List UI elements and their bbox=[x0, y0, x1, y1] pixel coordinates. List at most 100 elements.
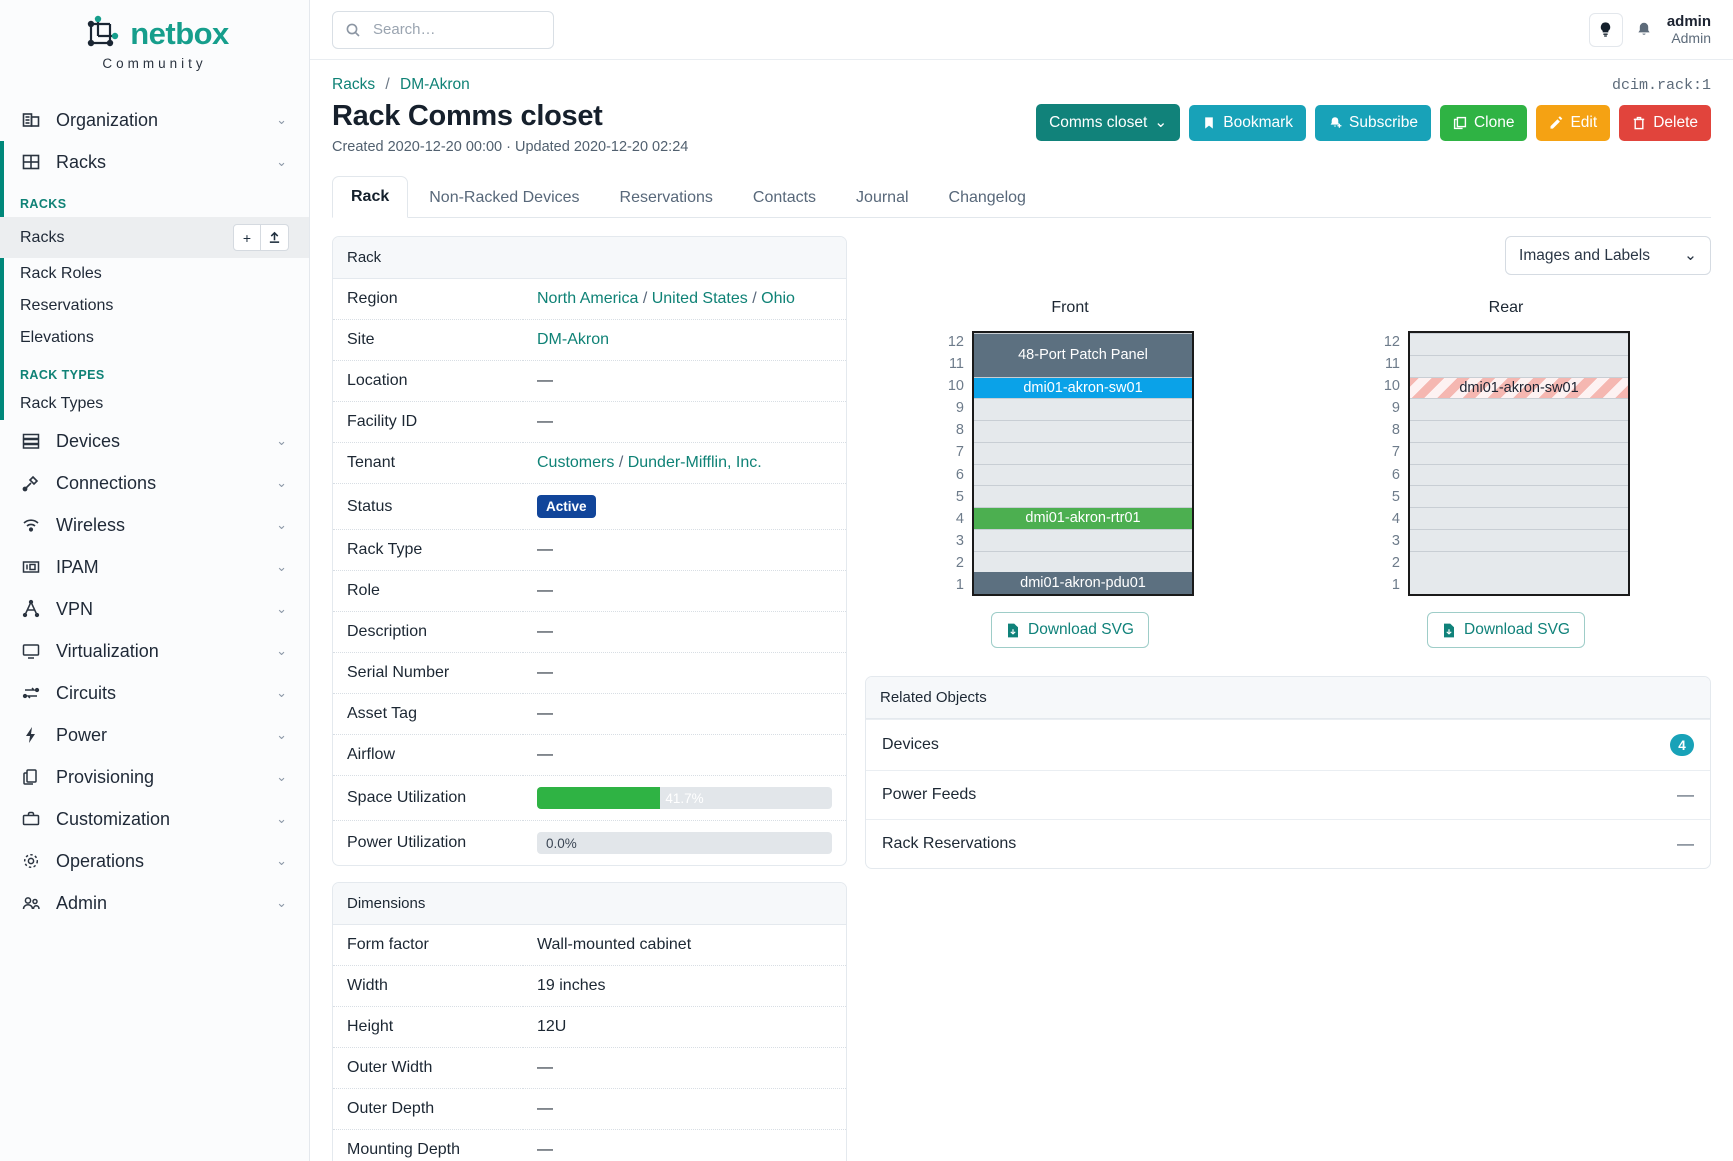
rack-unit-empty[interactable] bbox=[974, 420, 1192, 442]
breadcrumb-racks[interactable]: Racks bbox=[332, 76, 376, 93]
sidebar-group-wireless[interactable]: Wireless ⌄ bbox=[0, 504, 309, 546]
clone-label: Clone bbox=[1473, 113, 1515, 131]
bell-icon[interactable] bbox=[1635, 21, 1653, 39]
sidebar-group-label: Wireless bbox=[56, 514, 126, 535]
rack-unit-empty[interactable] bbox=[974, 528, 1192, 551]
sidebar-group-connections[interactable]: Connections ⌄ bbox=[0, 462, 309, 504]
region-link-us[interactable]: United States bbox=[651, 290, 748, 307]
table-row: Serial Number — bbox=[333, 652, 846, 694]
search-box[interactable] bbox=[332, 10, 554, 49]
context-dropdown-button[interactable]: Comms closet ⌄ bbox=[1036, 104, 1181, 141]
user-role: Admin bbox=[1671, 30, 1711, 47]
row-key: Asset Tag bbox=[333, 693, 523, 735]
sidebar-group-vpn[interactable]: VPN ⌄ bbox=[0, 588, 309, 630]
rack-unit-empty[interactable] bbox=[1410, 463, 1628, 486]
row-key: Tenant bbox=[333, 442, 523, 484]
rack-unit-empty[interactable] bbox=[1410, 572, 1628, 594]
sidebar-group-virtualization[interactable]: Virtualization ⌄ bbox=[0, 630, 309, 672]
tab-rack[interactable]: Rack bbox=[332, 176, 409, 218]
rack-unit-empty[interactable] bbox=[1410, 441, 1628, 464]
rack-unit-empty[interactable] bbox=[1410, 354, 1628, 377]
rack-unit-empty[interactable] bbox=[1410, 420, 1628, 442]
elevation-view-select[interactable]: Images and Labels ⌄ bbox=[1505, 236, 1711, 275]
brand-name: netbox bbox=[130, 16, 229, 51]
site-link[interactable]: DM-Akron bbox=[537, 331, 610, 348]
rack-unit-empty[interactable] bbox=[974, 441, 1192, 464]
table-row: Height 12U bbox=[333, 1006, 846, 1048]
bookmark-button[interactable]: Bookmark bbox=[1189, 104, 1307, 141]
sidebar-item-reservations[interactable]: Reservations bbox=[0, 290, 309, 322]
add-rack-button[interactable]: + bbox=[233, 224, 261, 251]
tenant-group-link[interactable]: Customers bbox=[537, 454, 615, 471]
row-key: Region bbox=[347, 290, 398, 307]
sidebar-group-racks[interactable]: Racks ⌄ bbox=[0, 141, 309, 183]
rack-device-48-Port Patch Panel[interactable]: 48-Port Patch Panel bbox=[974, 333, 1192, 377]
edit-button[interactable]: Edit bbox=[1536, 104, 1611, 141]
rack-unit-empty[interactable] bbox=[1410, 485, 1628, 508]
sidebar-item-racks[interactable]: Racks + bbox=[0, 217, 309, 258]
rack-unit-empty[interactable] bbox=[1410, 507, 1628, 529]
rack-unit-empty[interactable] bbox=[1410, 333, 1628, 355]
tab-changelog[interactable]: Changelog bbox=[948, 189, 1026, 206]
tab-reservations[interactable]: Reservations bbox=[619, 189, 713, 206]
import-rack-button[interactable] bbox=[261, 224, 289, 251]
sidebar-group-power[interactable]: Power ⌄ bbox=[0, 714, 309, 756]
dimensions-card-title: Dimensions bbox=[333, 883, 846, 925]
tab-contacts[interactable]: Contacts bbox=[752, 189, 817, 206]
row-value: 12U bbox=[523, 1006, 846, 1048]
rack-device-dmi01-akron-sw01[interactable]: dmi01-akron-sw01 bbox=[974, 376, 1192, 399]
row-key: Description bbox=[333, 611, 523, 653]
download-svg-rear-button[interactable]: Download SVG bbox=[1427, 612, 1585, 648]
sidebar-group-customization[interactable]: Customization ⌄ bbox=[0, 798, 309, 840]
rack-device-dmi01-akron-rtr01[interactable]: dmi01-akron-rtr01 bbox=[974, 507, 1192, 529]
sidebar-group-ipam[interactable]: IPAM ⌄ bbox=[0, 546, 309, 588]
region-link-ohio[interactable]: Ohio bbox=[761, 290, 795, 307]
table-row: Form factor Wall-mounted cabinet bbox=[333, 925, 846, 966]
related-object-power-feeds[interactable]: Power Feeds — bbox=[866, 770, 1710, 819]
rack-unit-empty[interactable] bbox=[974, 550, 1192, 573]
sidebar-item-rack-types[interactable]: Rack Types bbox=[0, 388, 309, 420]
delete-button[interactable]: Delete bbox=[1619, 104, 1711, 141]
breadcrumb-separator: / bbox=[385, 76, 390, 93]
sidebar-group-admin[interactable]: Admin ⌄ bbox=[0, 882, 309, 924]
rack-unit-empty[interactable] bbox=[974, 485, 1192, 508]
customization-icon bbox=[20, 808, 42, 830]
theme-toggle-button[interactable] bbox=[1588, 12, 1623, 47]
rack-device-dmi01-akron-sw01[interactable]: dmi01-akron-sw01 bbox=[1410, 376, 1628, 399]
rack-unit-empty[interactable] bbox=[1410, 528, 1628, 551]
rack-unit-empty[interactable] bbox=[1410, 398, 1628, 421]
rack-unit-empty[interactable] bbox=[974, 463, 1192, 486]
trash-icon bbox=[1632, 116, 1646, 130]
topbar-right: admin Admin bbox=[1588, 12, 1711, 47]
download-svg-front-button[interactable]: Download SVG bbox=[991, 612, 1149, 648]
rack-device-dmi01-akron-pdu01[interactable]: dmi01-akron-pdu01 bbox=[974, 572, 1192, 594]
user-menu[interactable]: admin Admin bbox=[1667, 13, 1711, 46]
search-input[interactable] bbox=[371, 20, 541, 39]
rack-unit-label: 4 bbox=[1391, 510, 1400, 527]
rear-rack-frame: dmi01-akron-sw01 bbox=[1408, 331, 1630, 596]
sidebar-group-label: Power bbox=[56, 724, 108, 745]
region-link-na[interactable]: North America bbox=[537, 290, 639, 307]
clone-button[interactable]: Clone bbox=[1439, 104, 1528, 141]
sidebar-group-operations[interactable]: Operations ⌄ bbox=[0, 840, 309, 882]
sidebar-item-rack-roles[interactable]: Rack Roles bbox=[0, 258, 309, 290]
tab-non-racked-devices[interactable]: Non-Racked Devices bbox=[429, 189, 580, 206]
tenant-link[interactable]: Dunder-Mifflin, Inc. bbox=[627, 454, 762, 471]
sidebar-group-devices[interactable]: Devices ⌄ bbox=[0, 420, 309, 462]
brand-logo[interactable]: netbox Community bbox=[0, 0, 309, 81]
rack-unit-empty[interactable] bbox=[974, 398, 1192, 421]
rack-unit-empty[interactable] bbox=[1410, 550, 1628, 573]
related-object-devices[interactable]: Devices 4 bbox=[866, 719, 1710, 770]
subscribe-button[interactable]: Subscribe bbox=[1315, 104, 1431, 141]
rack-unit-label: 6 bbox=[955, 466, 964, 483]
sidebar-group-circuits[interactable]: Circuits ⌄ bbox=[0, 672, 309, 714]
sidebar-item-elevations[interactable]: Elevations bbox=[0, 322, 309, 354]
chevron-down-icon: ⌄ bbox=[276, 685, 287, 700]
sidebar-group-organization[interactable]: Organization ⌄ bbox=[0, 99, 309, 141]
sidebar-group-provisioning[interactable]: Provisioning ⌄ bbox=[0, 756, 309, 798]
breadcrumb-site[interactable]: DM-Akron bbox=[400, 76, 470, 93]
devices-count-badge: 4 bbox=[1670, 734, 1694, 756]
tab-journal[interactable]: Journal bbox=[856, 189, 909, 206]
related-object-rack-reservations[interactable]: Rack Reservations — bbox=[866, 819, 1710, 868]
related-objects-title: Related Objects bbox=[866, 677, 1710, 719]
